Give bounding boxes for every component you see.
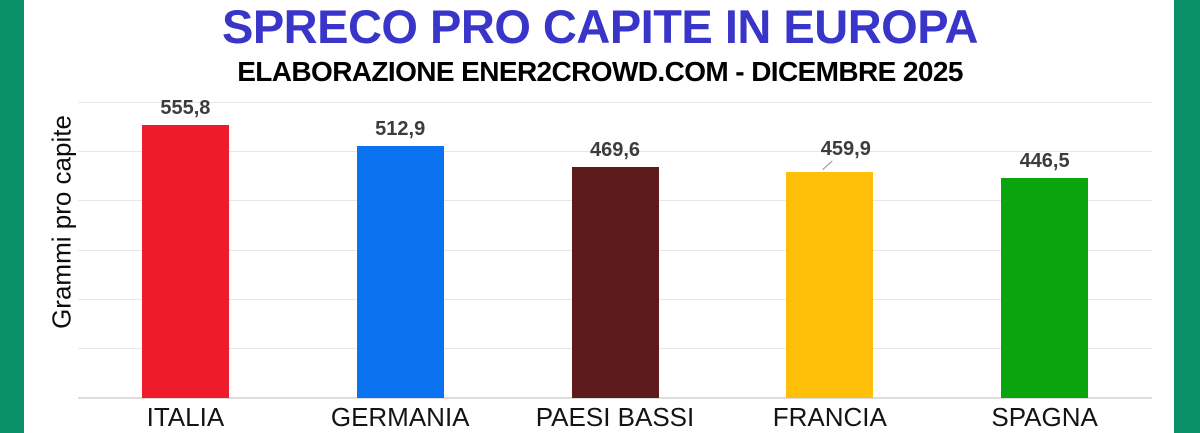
bar-italia (141, 124, 229, 398)
bar-value-paesi-bassi: 469,6 (589, 139, 641, 162)
bar-value-germania: 512,9 (375, 117, 426, 140)
category-label-italia: ITALIA (146, 402, 225, 432)
chart-title: SPRECO PRO CAPITE IN EUROPA (221, 0, 979, 53)
y-axis-label: Grammi pro capite (46, 115, 77, 329)
category-label-spagna: SPAGNA (991, 402, 1098, 432)
category-label-paesi-bassi: PAESI BASSI (535, 402, 695, 432)
bar-francia (786, 171, 874, 398)
bar-spagna (1001, 178, 1089, 398)
chart-subtitle: ELABORAZIONE ENER2CROWD.COM - DICEMBRE 2… (237, 56, 963, 87)
right-border-strip (1174, 0, 1200, 433)
bar-paesi-bassi (571, 167, 659, 398)
value-callout-line-francia (822, 160, 833, 170)
left-border-strip (0, 0, 24, 433)
gridline-500 (78, 151, 1152, 153)
bar-value-italia: 555,8 (160, 96, 211, 119)
x-axis-baseline (78, 397, 1152, 399)
bar-value-francia: 459,9 (820, 137, 871, 160)
gridline-600 (78, 102, 1152, 103)
bar-germania (356, 145, 444, 398)
bar-value-spagna: 446,5 (1019, 150, 1070, 173)
category-label-francia: FRANCIA (772, 402, 887, 432)
category-label-germania: GERMANIA (330, 402, 470, 432)
plot-area: 555,8 512,9 469,6 459,9 446,5 (78, 97, 1152, 399)
